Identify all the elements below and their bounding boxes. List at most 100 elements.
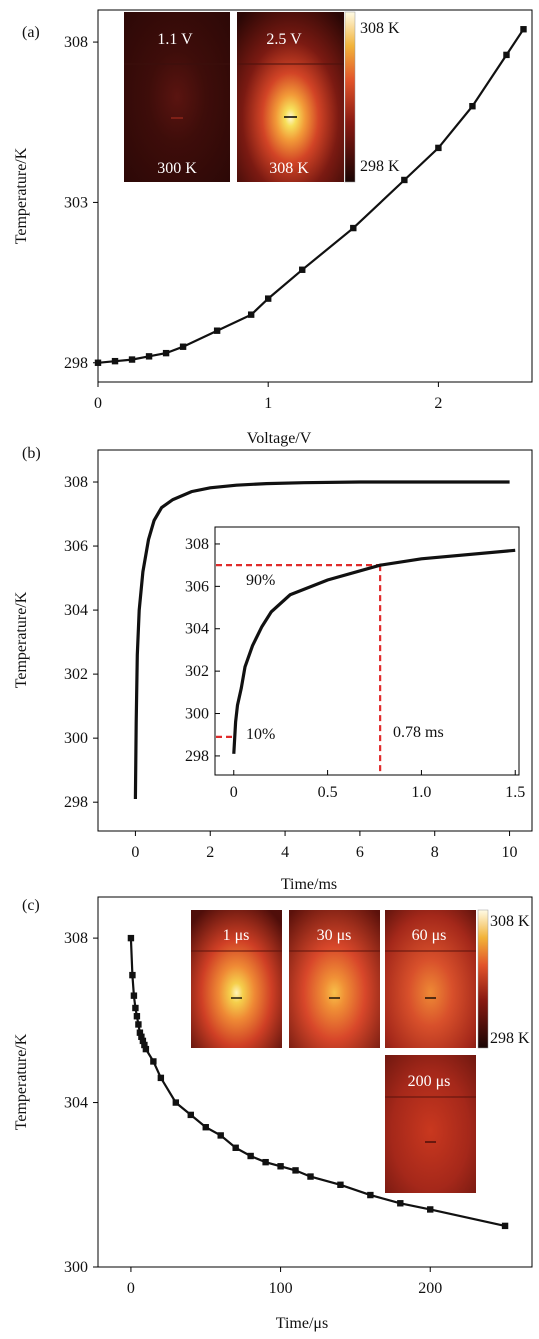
panel-c-data-point	[135, 1021, 142, 1028]
panel-a-y-tick-label: 298	[64, 355, 88, 372]
panel-c-data-point	[307, 1173, 314, 1180]
panel-c-data-point	[247, 1152, 254, 1160]
panel-b-inset-y-tick-label: 304	[185, 621, 209, 638]
panel-c-data-point	[232, 1144, 239, 1151]
colorbar-a-max-label: 308 K	[360, 20, 400, 37]
panel-c-inset-30us: 30 μs	[289, 910, 380, 1048]
panel-a-data-point	[401, 176, 408, 184]
panel-c-data-point	[139, 1037, 147, 1045]
panel-b-inset-series-line	[232, 548, 516, 754]
panel-b-inset-x-tick-label: 1.5	[505, 784, 525, 801]
panel-a-y-tick-label: 308	[64, 34, 88, 51]
panel-a-data-point	[179, 343, 187, 350]
inset-30us-label: 30 μs	[317, 927, 352, 944]
panel-c-data-point	[172, 1099, 180, 1106]
panel-c-data-point	[130, 992, 138, 999]
panel-b-inset-y-tick-label: 308	[185, 536, 209, 553]
panel-a: (a) 298 303 308 0 1 2 Voltage/V Temperature/…	[13, 9, 533, 447]
panel-c-data-point	[127, 934, 135, 942]
panel-c-data-point	[132, 1004, 139, 1012]
inset-60us-label: 60 μs	[412, 927, 447, 944]
panel-b-x-tick-label: 8	[431, 844, 439, 861]
panel-c-data-point	[427, 1206, 434, 1213]
inset-300k-label: 300 K	[157, 160, 197, 177]
panel-c-y-axis-label: Temperature/K	[13, 1033, 30, 1130]
panel-a-label: (a)	[22, 24, 40, 41]
panel-b-plot-frame	[97, 449, 533, 832]
panel-c-data-point	[129, 971, 136, 979]
panel-a-series-line	[97, 28, 525, 364]
panel-c-y-tick-label: 304	[64, 1095, 88, 1112]
panel-c-colorbar: 308 K 298 K	[477, 909, 530, 1049]
panel-c-inset-1us: 1 μs	[191, 910, 282, 1048]
panel-a-colorbar: 308 K 298 K	[344, 11, 400, 183]
panel-b-x-tick-label: 10	[502, 844, 518, 861]
panel-b-label: (b)	[22, 445, 41, 462]
panel-a-data-point	[94, 359, 102, 366]
panel-a-y-tick-label: 303	[64, 194, 88, 211]
colorbar-c-min-label: 298 K	[490, 1030, 530, 1047]
panel-b-y-tick-label: 306	[64, 538, 88, 555]
panel-c-data-point	[157, 1074, 165, 1082]
panel-c-data-point	[141, 1041, 148, 1049]
inset-308k-label: 308 K	[269, 160, 309, 177]
panel-c-data-point	[150, 1058, 157, 1065]
panel-c-data-point	[138, 1033, 145, 1040]
panel-c-data-point	[136, 1029, 144, 1036]
panel-c-x-axis-label: Time/μs	[276, 1315, 328, 1332]
panel-a-data-point	[247, 311, 255, 318]
panel-b-inset-x-tick-label: 0	[230, 784, 238, 801]
panel-c-y-tick-label: 308	[64, 930, 88, 947]
panel-b-x-tick-label: 6	[356, 844, 364, 861]
panel-b-y-tick-label: 302	[64, 666, 88, 683]
panel-b-x-tick-label: 4	[281, 844, 289, 861]
panel-c-x-tick-label: 0	[127, 1280, 135, 1297]
panel-b-inset-x-tick-label: 0.5	[318, 784, 338, 801]
panel-a-y-axis-label: Temperature/K	[13, 147, 30, 244]
panel-a-data-point	[435, 144, 442, 152]
panel-a-data-point	[350, 224, 357, 232]
panel-c-inset-60us: 60 μs	[385, 910, 476, 1048]
panel-a-x-tick-label: 2	[434, 395, 442, 412]
panel-a-x-tick-label: 1	[264, 395, 272, 412]
panel-c-data-point	[142, 1045, 150, 1053]
colorbar-a-min-label: 298 K	[360, 158, 400, 175]
panel-b-y-tick-label: 308	[64, 474, 88, 491]
inset-200us-label: 200 μs	[408, 1073, 451, 1090]
panel-a-inset-2p5v: 2.5 V 308 K	[237, 12, 344, 182]
panel-a-plot-frame	[97, 9, 533, 383]
panel-b-inset: 298 300 302 304 306 308 0 0.5 1.0 1.5 90% 10% 0.…	[185, 526, 525, 801]
panel-b-inset-y-tick-label: 300	[185, 706, 209, 723]
panel-b-inset-y-tick-label: 302	[185, 663, 209, 680]
panel-c-x-tick-label: 200	[418, 1280, 442, 1297]
panel-c-plot-frame	[97, 896, 533, 1268]
panel-c-data-point	[202, 1124, 209, 1131]
inset-10pct-label: 10%	[246, 726, 275, 743]
panel-a-data-point	[213, 327, 221, 334]
panel-b-y-tick-label: 300	[64, 730, 88, 747]
inset-90pct-label: 90%	[246, 572, 275, 589]
panel-b-x-tick-label: 2	[206, 844, 214, 861]
panel-a-inset-1p1v: 1.1 V 300 K	[124, 12, 230, 182]
panel-c-data-point	[367, 1191, 374, 1199]
panel-a-data-point	[162, 349, 170, 357]
inset-1p1v-label: 1.1 V	[157, 31, 193, 48]
panel-b-series-line	[133, 480, 510, 800]
panel-c-inset-200us: 200 μs	[385, 1055, 476, 1193]
panel-b-inset-y-tick-label: 298	[185, 748, 209, 765]
panel-a-data-point	[111, 357, 119, 365]
panel-b-y-tick-label: 298	[64, 794, 88, 811]
panel-a-data-point	[299, 266, 306, 273]
inset-1us-label: 1 μs	[223, 927, 250, 944]
panel-a-data-point	[264, 295, 272, 302]
panel-c-data-point	[187, 1111, 194, 1119]
panel-a-data-point	[520, 26, 527, 33]
panel-c-x-tick-label: 100	[269, 1280, 293, 1297]
panel-c-data-point	[337, 1181, 344, 1188]
panel-b-y-axis-label: Temperature/K	[13, 591, 30, 688]
panel-c-series-line	[129, 938, 506, 1227]
panel-c-data-point	[133, 1013, 141, 1020]
panel-a-x-axis-label: Voltage/V	[247, 430, 312, 447]
panel-a-data-point	[503, 51, 510, 59]
